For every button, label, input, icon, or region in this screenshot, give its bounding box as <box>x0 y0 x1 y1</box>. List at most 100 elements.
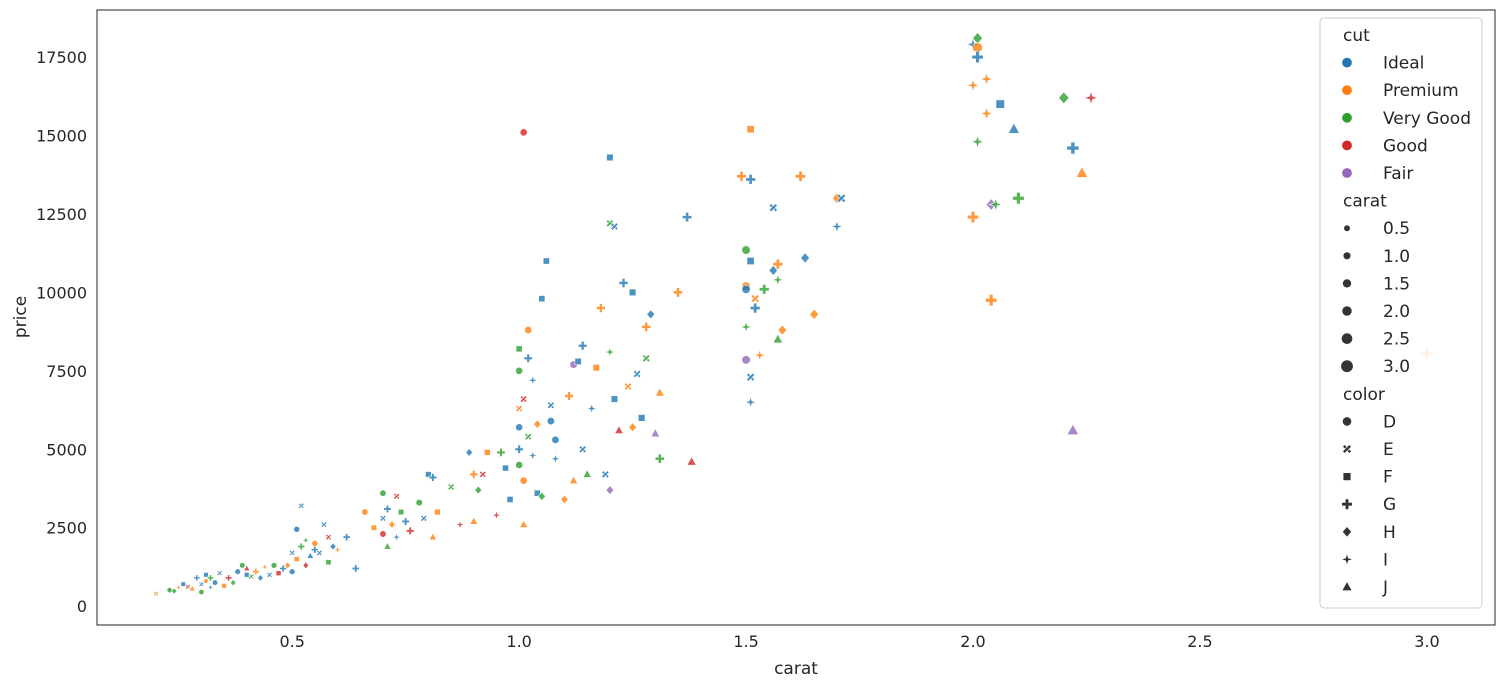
legend-label: F <box>1383 468 1393 488</box>
legend-marker <box>1341 580 1353 591</box>
data-point <box>216 570 223 577</box>
data-point <box>965 78 981 93</box>
data-point <box>641 353 651 363</box>
x-tick-label: 2.5 <box>1187 632 1212 651</box>
y-tick-labels: 0 2500 5000 7500 10000 12500 15000 17500 <box>36 48 87 616</box>
data-point <box>605 485 615 496</box>
data-point <box>293 556 300 562</box>
legend-marker <box>1340 359 1354 373</box>
data-point <box>515 345 523 353</box>
data-point <box>1012 192 1025 205</box>
legend-label: J <box>1382 578 1388 598</box>
data-point <box>370 524 377 531</box>
y-tick-label: 15000 <box>36 127 87 146</box>
data-point <box>392 492 401 500</box>
legend-label: Good <box>1383 136 1428 156</box>
data-point <box>654 387 665 397</box>
data-point <box>753 348 767 362</box>
data-point <box>484 449 491 456</box>
data-point <box>279 564 287 573</box>
data-point <box>270 562 278 569</box>
data-point <box>745 174 756 185</box>
data-point <box>623 382 633 391</box>
data-point <box>297 502 305 510</box>
data-point <box>1066 141 1080 155</box>
data-point <box>297 542 306 551</box>
data-point <box>275 570 282 577</box>
legend-marker <box>1342 472 1352 481</box>
data-point <box>606 153 614 162</box>
data-point <box>519 128 528 137</box>
data-point <box>538 295 546 303</box>
data-point <box>514 444 524 454</box>
data-point <box>519 519 529 528</box>
data-point <box>686 456 697 466</box>
legend-title: color <box>1343 385 1385 405</box>
data-point <box>560 494 569 505</box>
data-point <box>211 579 219 586</box>
data-point <box>739 320 753 334</box>
data-point <box>614 425 624 434</box>
data-point <box>320 521 328 529</box>
data-point <box>454 519 466 530</box>
data-point <box>618 278 629 288</box>
data-point <box>260 562 270 572</box>
data-point <box>234 568 241 575</box>
data-point <box>736 171 747 182</box>
data-point <box>577 341 588 351</box>
data-point <box>578 445 587 454</box>
data-point <box>325 533 332 541</box>
data-point <box>379 514 387 522</box>
y-tick-label: 17500 <box>36 48 87 67</box>
data-point <box>741 284 751 294</box>
data-point <box>628 288 637 297</box>
legend-marker <box>1341 84 1353 96</box>
data-point <box>469 470 479 479</box>
data-point <box>391 532 402 543</box>
data-point <box>383 542 392 550</box>
data-point <box>316 549 323 557</box>
data-point <box>266 571 273 579</box>
data-point <box>646 309 656 320</box>
x-tick-label: 2.0 <box>960 632 985 651</box>
legend-marker <box>1341 498 1353 510</box>
plot-area <box>96 9 1496 626</box>
data-point <box>1075 166 1089 178</box>
data-point <box>546 401 555 410</box>
data-point <box>746 257 755 265</box>
data-point <box>203 572 209 578</box>
data-point <box>496 447 506 457</box>
x-tick-label: 0.5 <box>279 632 304 651</box>
data-point <box>180 581 186 587</box>
legend-frame <box>1319 17 1483 609</box>
data-point <box>288 549 296 557</box>
legend-marker <box>1341 112 1353 124</box>
data-point <box>425 471 432 478</box>
data-point <box>749 302 761 314</box>
data-point <box>306 551 315 559</box>
data-point <box>746 125 755 134</box>
data-point <box>174 583 184 592</box>
data-point <box>401 517 410 526</box>
data-point <box>478 470 487 479</box>
data-point <box>225 574 233 582</box>
data-point <box>519 395 528 404</box>
data-point <box>301 535 311 546</box>
x-axis-label: carat <box>774 659 818 679</box>
legend-label: Ideal <box>1383 54 1424 74</box>
data-point <box>527 449 539 462</box>
data-point <box>519 476 528 485</box>
data-point <box>284 561 292 570</box>
legend-marker <box>1341 167 1353 179</box>
legend-label: 2.5 <box>1383 330 1410 350</box>
legend-label: Premium <box>1383 81 1459 101</box>
legend-marker <box>1341 139 1353 151</box>
data-points <box>153 32 1436 597</box>
data-point <box>361 508 369 516</box>
data-point <box>515 423 524 432</box>
data-point <box>428 473 438 482</box>
legend-label: H <box>1383 523 1396 543</box>
data-point <box>171 587 178 595</box>
data-point <box>988 197 1003 212</box>
